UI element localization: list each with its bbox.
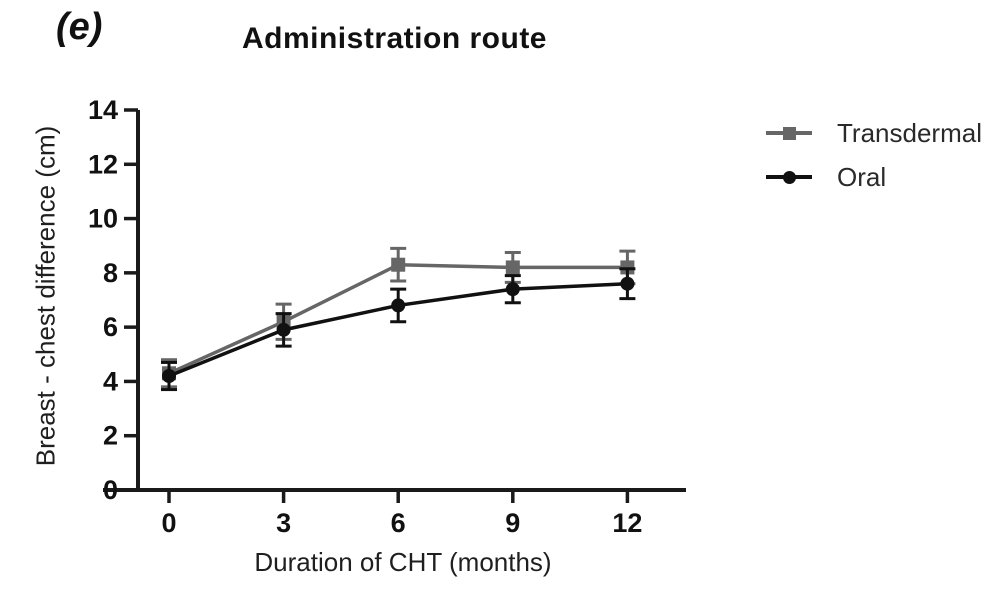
- y-tick-label: 12: [88, 149, 118, 179]
- x-tick-label: 12: [612, 508, 642, 538]
- legend-label-transdermal: Transdermal: [837, 117, 982, 148]
- legend-label-oral: Oral: [837, 161, 887, 192]
- x-axis-label: Duration of CHT (months): [254, 547, 552, 577]
- x-tick-label: 0: [161, 508, 176, 538]
- y-tick-label: 2: [103, 421, 118, 451]
- x-tick-label: 9: [505, 508, 520, 538]
- panel-label: (e): [56, 6, 103, 48]
- marker-oral-12: [620, 276, 635, 291]
- marker-transdermal-6: [391, 257, 406, 272]
- x-tick-label: 3: [276, 508, 291, 538]
- y-tick-label: 10: [88, 204, 118, 234]
- y-tick-label: 0: [103, 475, 118, 505]
- transdermal-marker-icon: [766, 126, 812, 141]
- legend-item-oral: Oral: [766, 155, 982, 199]
- marker-transdermal-9: [505, 260, 520, 275]
- y-tick-label: 4: [103, 366, 118, 396]
- y-tick-label: 8: [103, 258, 118, 288]
- marker-oral-3: [276, 322, 291, 337]
- legend-item-transdermal: Transdermal: [766, 111, 982, 155]
- y-axis-label: Breast - chest difference (cm): [30, 125, 61, 467]
- y-tick-label: 14: [88, 95, 118, 125]
- y-tick-label: 6: [103, 312, 118, 342]
- legend: Transdermal Oral: [766, 111, 982, 199]
- x-tick-label: 6: [391, 508, 406, 538]
- oral-marker-icon: [766, 170, 812, 185]
- chart-title: Administration route: [241, 22, 547, 55]
- marker-oral-0: [162, 368, 176, 383]
- marker-oral-6: [391, 298, 406, 313]
- marker-oral-9: [505, 282, 520, 297]
